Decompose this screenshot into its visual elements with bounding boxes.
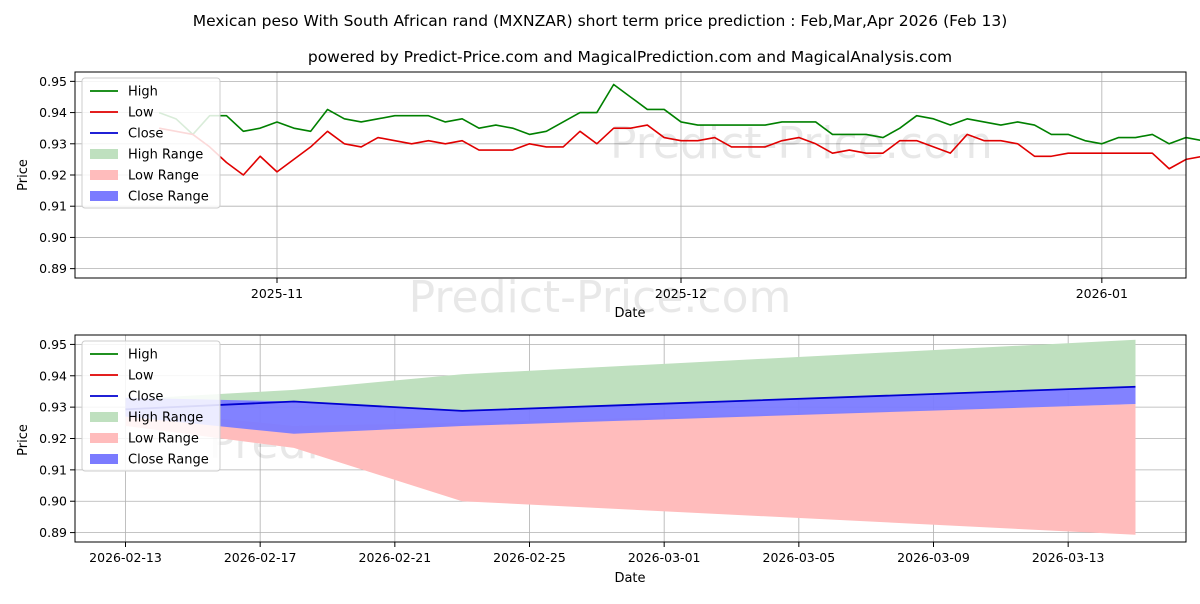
- overview-legend-close-range-label: Close Range: [128, 190, 209, 205]
- overview-y-tick-label: 0.92: [39, 168, 67, 183]
- overview-y-tick-label: 0.90: [39, 230, 67, 245]
- overview-legend-close-range-swatch: [90, 191, 118, 201]
- forecast-x-tick-label: 2026-02-17: [224, 550, 297, 565]
- forecast-y-axis-label: Price: [16, 424, 31, 456]
- forecast-y-tick-label: 0.93: [39, 400, 67, 415]
- forecast-high-range-band: [125, 339, 1136, 411]
- forecast-panel: Predict-Price.com Predict-Price.com 0.89…: [16, 334, 1187, 586]
- forecast-legend-low-range-swatch: [90, 433, 118, 443]
- overview-legend-low-label: Low: [128, 106, 154, 121]
- overview-legend: High Low Close High Range Low Range Close Ran…: [81, 77, 221, 209]
- overview-y-tick-label: 0.95: [39, 74, 67, 89]
- overview-x-axis-label: Date: [614, 306, 645, 321]
- forecast-legend: High Low Close High Range Low Range Close Ran…: [81, 340, 221, 472]
- overview-legend-low-range-label: Low Range: [128, 169, 199, 184]
- forecast-y-tick-label: 0.92: [39, 431, 67, 446]
- chart-subtitle: powered by Predict-Price.com and Magical…: [308, 48, 952, 66]
- forecast-x-tick-label: 2026-02-21: [359, 550, 432, 565]
- overview-legend-close-label: Close: [128, 127, 163, 142]
- overview-y-tick-label: 0.94: [39, 105, 67, 120]
- chart-title: Mexican peso With South African rand (MX…: [193, 12, 1008, 30]
- forecast-x-tick-label: 2026-03-09: [897, 550, 970, 565]
- forecast-legend-low-label: Low: [128, 369, 154, 384]
- forecast-y-tick-label: 0.91: [39, 462, 67, 477]
- forecast-y-tick-label: 0.89: [39, 525, 67, 540]
- forecast-legend-high-range-label: High Range: [128, 411, 203, 426]
- forecast-low-range-band: [125, 404, 1136, 535]
- overview-high-line: [158, 83, 1200, 145]
- forecast-legend-high-range-swatch: [90, 412, 118, 422]
- forecast-legend-high-label: High: [128, 348, 158, 363]
- watermark-text: Predict-Price.com: [409, 272, 792, 323]
- watermark-text-2: Predict-Price.com: [610, 118, 993, 169]
- overview-low-line: [159, 124, 1200, 176]
- overview-x-tick-label: 2025-11: [251, 286, 303, 301]
- forecast-legend-close-range-label: Close Range: [128, 453, 209, 468]
- overview-y-tick-label: 0.93: [39, 136, 67, 151]
- forecast-y-tick-label: 0.90: [39, 494, 67, 509]
- overview-x-tick-label: 2025-12: [655, 286, 707, 301]
- forecast-x-tick-label: 2026-02-25: [493, 550, 566, 565]
- forecast-y-tick-label: 0.95: [39, 337, 67, 352]
- forecast-x-tick-label: 2026-03-05: [763, 550, 836, 565]
- forecast-legend-close-label: Close: [128, 390, 163, 405]
- overview-x-tick-label: 2026-01: [1076, 286, 1128, 301]
- forecast-x-tick-label: 2026-03-01: [628, 550, 701, 565]
- forecast-y-tick-label: 0.94: [39, 368, 67, 383]
- overview-y-tick-label: 0.89: [39, 261, 67, 276]
- forecast-legend-low-range-label: Low Range: [128, 432, 199, 447]
- overview-panel: Predict-Price.com Predict-Price.com 0.89…: [16, 71, 1200, 323]
- overview-legend-high-label: High: [128, 85, 158, 100]
- forecast-x-tick-label: 2026-03-13: [1032, 550, 1105, 565]
- overview-y-axis-label: Price: [16, 159, 31, 191]
- overview-y-tick-label: 0.91: [39, 199, 67, 214]
- forecast-x-axis-label: Date: [614, 571, 645, 586]
- overview-legend-low-range-swatch: [90, 170, 118, 180]
- forecast-legend-close-range-swatch: [90, 454, 118, 464]
- overview-legend-high-range-label: High Range: [128, 148, 203, 163]
- forecast-close-range-band: [125, 386, 1136, 434]
- forecast-x-tick-label: 2026-02-13: [89, 550, 162, 565]
- overview-legend-high-range-swatch: [90, 149, 118, 159]
